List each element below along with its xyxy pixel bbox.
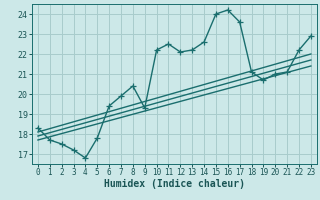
X-axis label: Humidex (Indice chaleur): Humidex (Indice chaleur)	[104, 179, 245, 189]
